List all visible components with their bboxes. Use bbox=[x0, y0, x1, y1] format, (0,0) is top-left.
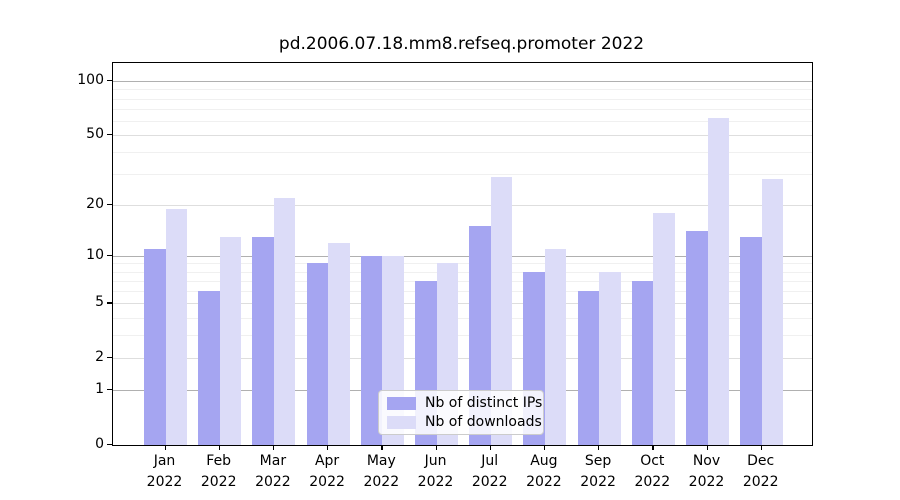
y-tick-mark bbox=[107, 357, 112, 359]
y-tick-label-5: 5 bbox=[95, 294, 104, 311]
y-tick-label-20: 20 bbox=[86, 195, 104, 212]
gridline-50 bbox=[113, 134, 812, 136]
bar-sep-2022-distinct-ips bbox=[577, 291, 600, 445]
gridline-3 bbox=[113, 335, 812, 337]
y-tick-mark bbox=[107, 203, 112, 206]
x-tick-label-sep: Sep 2022 bbox=[580, 453, 616, 490]
downloads-swatch-icon bbox=[387, 415, 416, 429]
distinct-ips-swatch-icon bbox=[387, 396, 416, 410]
gridline-7 bbox=[113, 280, 812, 282]
bar-nov-2022-downloads bbox=[707, 118, 729, 445]
bar-dec-2022-downloads bbox=[761, 179, 784, 445]
gridline-90 bbox=[113, 89, 812, 91]
x-tick-mark bbox=[218, 444, 221, 450]
gridline-6 bbox=[113, 291, 812, 293]
legend-item-downloads: Nb of downloads bbox=[387, 414, 542, 430]
gridline-8 bbox=[113, 271, 812, 273]
gridline-70 bbox=[113, 108, 812, 110]
bar-mar-2022-distinct-ips bbox=[252, 236, 274, 445]
bar-nov-2022-distinct-ips bbox=[686, 231, 708, 445]
y-tick-label-10: 10 bbox=[86, 246, 104, 263]
x-tick-mark bbox=[598, 444, 600, 450]
x-tick-mark bbox=[543, 444, 546, 450]
x-tick-mark bbox=[164, 444, 166, 450]
bar-mar-2022-downloads bbox=[273, 197, 296, 445]
x-tick-label-jun: Jun 2022 bbox=[417, 453, 454, 490]
bar-jul-2022-downloads bbox=[490, 176, 513, 445]
x-tick-label-oct: Oct 2022 bbox=[634, 453, 671, 490]
y-tick-mark bbox=[107, 443, 112, 445]
gridline-20 bbox=[113, 204, 812, 206]
gridline-100 bbox=[113, 81, 812, 83]
bar-jul-2022-distinct-ips bbox=[469, 226, 491, 445]
bar-sep-2022-downloads bbox=[599, 271, 621, 445]
y-tick-label-1: 1 bbox=[95, 380, 104, 397]
x-tick-mark bbox=[381, 444, 383, 450]
y-tick-mark bbox=[107, 302, 112, 304]
gridline-80 bbox=[113, 98, 812, 100]
legend-label: Nb of distinct IPs bbox=[425, 395, 543, 411]
x-tick-mark bbox=[652, 444, 654, 450]
x-tick-mark bbox=[706, 444, 708, 450]
bar-may-2022-distinct-ips bbox=[360, 255, 383, 445]
x-tick-label-jan: Jan 2022 bbox=[146, 453, 183, 490]
gridline-9 bbox=[113, 263, 812, 265]
bar-dec-2022-distinct-ips bbox=[740, 236, 762, 445]
x-tick-label-apr: Apr 2022 bbox=[309, 453, 345, 490]
bar-oct-2022-downloads bbox=[653, 212, 675, 445]
y-tick-label-100: 100 bbox=[77, 72, 104, 89]
x-tick-mark bbox=[327, 444, 329, 450]
gridline-2 bbox=[113, 358, 812, 359]
gridline-4 bbox=[113, 317, 812, 319]
y-tick-label-0: 0 bbox=[95, 435, 104, 452]
x-tick-label-dec: Dec 2022 bbox=[742, 453, 779, 490]
x-tick-label-may: May 2022 bbox=[363, 453, 400, 490]
y-tick-mark bbox=[107, 254, 112, 257]
x-tick-label-feb: Feb 2022 bbox=[200, 453, 237, 490]
gridline-30 bbox=[113, 174, 812, 176]
gridline-60 bbox=[113, 120, 812, 122]
bar-oct-2022-distinct-ips bbox=[631, 280, 654, 445]
y-tick-label-50: 50 bbox=[86, 125, 104, 142]
chart-title: pd.2006.07.18.mm8.refseq.promoter 2022 bbox=[278, 34, 645, 54]
y-tick-mark bbox=[107, 80, 112, 82]
bar-feb-2022-downloads bbox=[219, 236, 242, 445]
bar-feb-2022-distinct-ips bbox=[198, 291, 220, 445]
x-tick-mark bbox=[760, 444, 763, 450]
bar-jan-2022-downloads bbox=[165, 208, 187, 445]
x-tick-label-nov: Nov 2022 bbox=[688, 453, 725, 490]
bar-jan-2022-distinct-ips bbox=[144, 248, 166, 445]
bar-apr-2022-downloads bbox=[328, 242, 350, 445]
x-tick-mark bbox=[272, 444, 275, 450]
legend-label: Nb of downloads bbox=[425, 414, 542, 430]
legend-item-distinct-ips: Nb of distinct IPs bbox=[387, 395, 542, 411]
y-tick-label-2: 2 bbox=[95, 349, 104, 365]
gridline-5 bbox=[113, 303, 812, 305]
x-tick-mark bbox=[489, 444, 492, 450]
x-tick-label-jul: Jul 2022 bbox=[471, 453, 508, 490]
plot-area: Nb of distinct IPs Nb of downloads bbox=[112, 62, 813, 446]
gridline-10 bbox=[113, 255, 812, 257]
bar-aug-2022-downloads bbox=[544, 248, 567, 445]
legend: Nb of distinct IPs Nb of downloads bbox=[378, 390, 544, 435]
y-tick-mark bbox=[107, 388, 112, 391]
bar-apr-2022-distinct-ips bbox=[306, 263, 329, 445]
gridline-40 bbox=[113, 152, 812, 154]
y-tick-mark bbox=[107, 133, 112, 136]
x-tick-label-aug: Aug 2022 bbox=[526, 453, 562, 490]
x-tick-label-mar: Mar 2022 bbox=[255, 453, 291, 490]
x-tick-mark bbox=[435, 444, 437, 450]
